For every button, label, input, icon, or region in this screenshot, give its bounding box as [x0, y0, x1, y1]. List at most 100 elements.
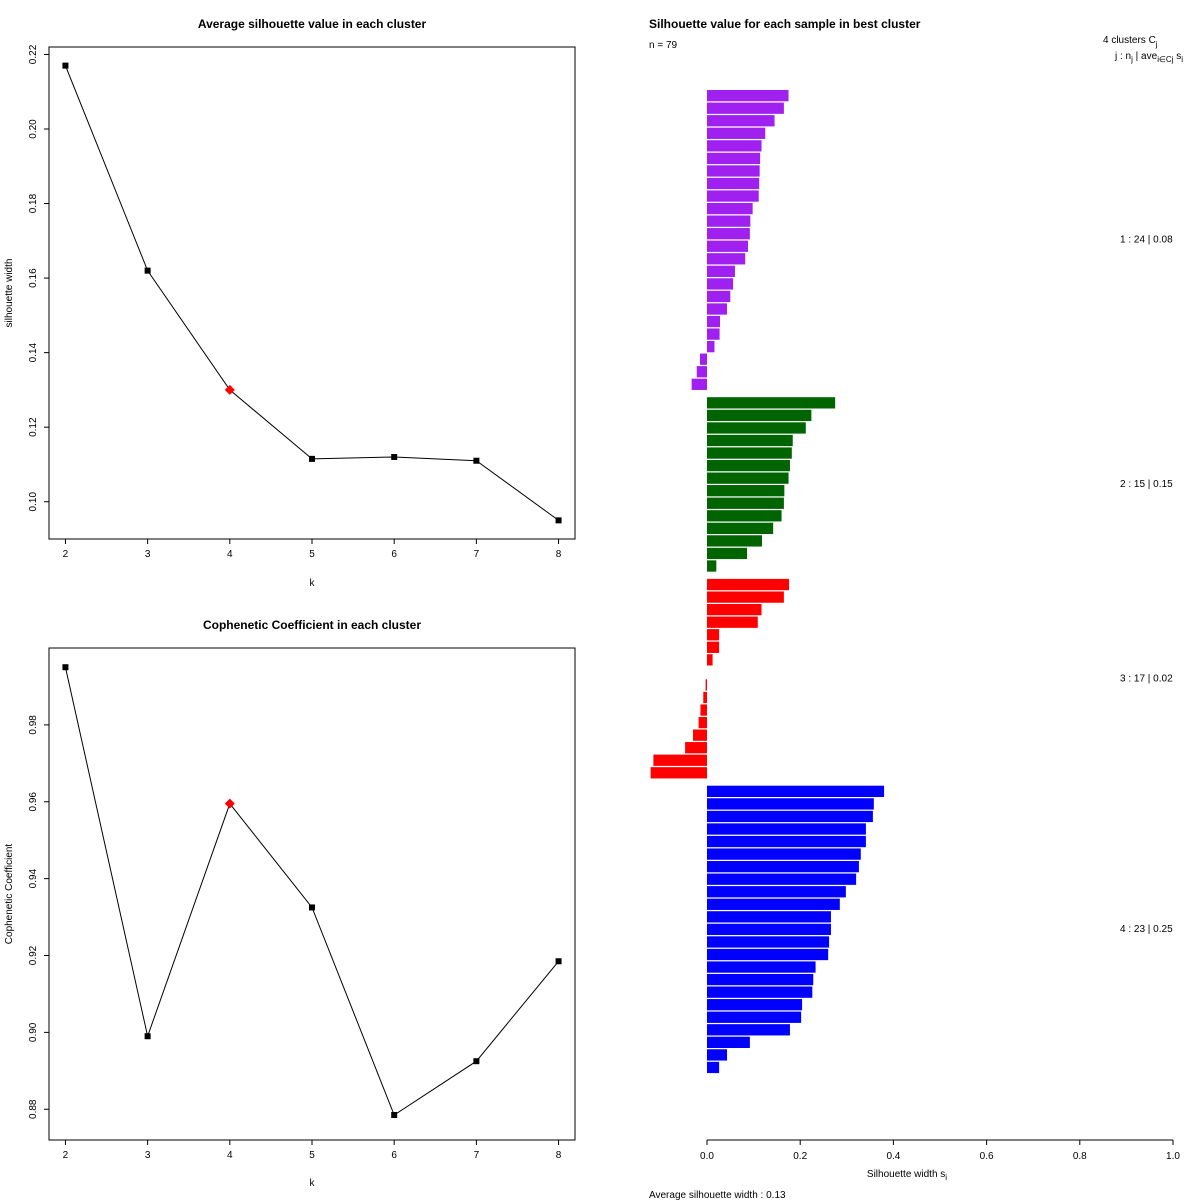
cophenetic-xtick-label: 2: [63, 1150, 69, 1161]
silhouette-bar-cluster-4: [707, 1061, 720, 1074]
silhouette-bar-cluster-2: [707, 547, 748, 560]
cophenetic-xtick-label: 3: [145, 1150, 151, 1161]
silhouette-bar-cluster-3: [703, 691, 707, 704]
silhouette-bar-cluster-4: [707, 1011, 802, 1023]
cophenetic-ytick-label: 0.98: [28, 715, 39, 735]
cophenetic-ytick-label: 0.88: [28, 1099, 39, 1119]
cluster-summary-2: 2 : 15 | 0.15: [1120, 479, 1173, 490]
silhouette-bar-cluster-4: [707, 785, 885, 797]
silhouette-bar-cluster-2: [707, 434, 793, 447]
silhouette-bar-cluster-3: [707, 654, 713, 666]
silhouette-bar-cluster-1: [707, 315, 721, 328]
silhouette-bar-cluster-2: [707, 497, 784, 509]
silhouette-bar-cluster-4: [707, 823, 866, 835]
silhouette-bar-cluster-3: [707, 629, 720, 641]
silhouette-bar-cluster-1: [707, 265, 735, 277]
cophenetic-ytick-label: 0.96: [28, 792, 39, 812]
silhouette-bar-cluster-4: [707, 911, 831, 923]
silhouette-bar-cluster-1: [707, 290, 731, 303]
silhouette-bar-cluster-4: [707, 1036, 750, 1048]
avg-silhouette-ytick-label: 0.20: [28, 119, 39, 139]
cophenetic-point: [555, 958, 562, 965]
avg-silhouette-highlight-point: [224, 384, 235, 395]
silhouette-bar-cluster-4: [707, 1024, 790, 1036]
avg-silhouette-series-line: [64, 65, 559, 521]
silhouette-bar-cluster-1: [707, 341, 715, 353]
silhouette-bar-cluster-4: [707, 973, 814, 986]
cluster-header-sub: j: [1155, 40, 1158, 49]
avg-silhouette-xtick-label: 2: [63, 549, 69, 560]
silhouette-xlabel-sub: i: [945, 1173, 947, 1182]
silhouette-bar-cluster-1: [691, 378, 707, 390]
silhouette-bar-cluster-4: [707, 948, 829, 961]
silhouette-bar-cluster-2: [707, 447, 792, 459]
cophenetic-xtick-label: 8: [556, 1150, 562, 1161]
avg-silhouette-xtick-label: 6: [391, 549, 397, 560]
cophenetic-ylabel: Cophenetic Coefficient: [4, 844, 15, 945]
cluster-header2-sub-a: j: [1130, 55, 1133, 64]
avg-silhouette-point: [473, 457, 480, 464]
silhouette-bar-cluster-3: [650, 767, 707, 779]
silhouette-xtick-label: 1.0: [1166, 1151, 1180, 1162]
avg-silhouette-point: [555, 517, 562, 524]
cophenetic-point: [391, 1112, 398, 1119]
cluster-header2-sub-c: i: [1181, 55, 1183, 64]
cophenetic-point: [309, 904, 315, 911]
silhouette-xlabel: Silhouette width si: [867, 1169, 947, 1182]
silhouette-bar-cluster-2: [707, 397, 836, 409]
silhouette-bar-cluster-2: [707, 459, 790, 472]
avg-silhouette-plot-frame: [48, 46, 576, 540]
avg-silhouette-xtick-label: 8: [556, 549, 562, 560]
cophenetic-xtick-label: 6: [391, 1150, 397, 1161]
silhouette-bar-cluster-2: [707, 485, 785, 497]
cophenetic-plot-frame: [48, 647, 576, 1141]
silhouette-bar-cluster-4: [707, 898, 840, 910]
silhouette-bar-cluster-3: [707, 604, 762, 616]
silhouette-bar-cluster-2: [707, 560, 717, 572]
silhouette-bar-cluster-1: [707, 328, 720, 340]
cophenetic-xlabel: k: [310, 1178, 316, 1189]
silhouette-bar-cluster-2: [707, 472, 789, 484]
silhouette-bar-cluster-4: [707, 861, 859, 873]
silhouette-bar-cluster-1: [707, 140, 762, 152]
cluster-header-line2: j : nj | avei∈Cj si: [1114, 51, 1183, 64]
silhouette-bar-cluster-3: [698, 716, 707, 729]
avg-silhouette-point: [309, 455, 315, 462]
silhouette-bar-cluster-2: [707, 422, 806, 434]
silhouette-bar-cluster-1: [696, 366, 707, 378]
avg-silhouette-ylabel: silhouette width: [4, 259, 15, 328]
avg-silhouette-ytick-label: 0.14: [28, 342, 39, 362]
silhouette-bar-cluster-1: [707, 240, 749, 252]
silhouette-bar-cluster-1: [707, 127, 766, 139]
cophenetic-ytick-label: 0.94: [28, 868, 39, 888]
avg-silhouette-point: [62, 62, 69, 69]
silhouette-bar-cluster-4: [707, 923, 831, 936]
silhouette-bar-cluster-4: [707, 936, 830, 948]
cophenetic-title: Cophenetic Coefficient in each cluster: [203, 618, 421, 632]
silhouette-bar-cluster-1: [707, 90, 789, 102]
silhouette-bar-cluster-2: [707, 409, 812, 422]
silhouette-bar-cluster-1: [707, 177, 760, 190]
silhouette-bar-cluster-1: [707, 253, 746, 265]
cluster-summary-4: 4 : 23 | 0.25: [1120, 924, 1173, 935]
silhouette-bar-cluster-4: [707, 986, 813, 998]
silhouette-xlabel-text: Silhouette width s: [867, 1169, 945, 1180]
cluster-header2-c: s: [1174, 51, 1182, 62]
silhouette-bar-cluster-1: [707, 202, 753, 215]
cluster-header2-a: j : n: [1114, 51, 1131, 62]
silhouette-bar-cluster-2: [707, 510, 782, 522]
silhouette-bar-cluster-1: [707, 190, 759, 202]
silhouette-bar-cluster-2: [707, 522, 774, 534]
cophenetic-xtick-label: 5: [309, 1150, 315, 1161]
silhouette-xtick-label: 0.4: [886, 1151, 900, 1162]
avg-silhouette-ytick-label: 0.16: [28, 268, 39, 288]
cophenetic-point: [144, 1033, 151, 1040]
avg-silhouette-panel: Average silhouette value in each cluster…: [4, 17, 576, 589]
silhouette-bar-cluster-4: [707, 835, 866, 848]
silhouette-bar-cluster-3: [707, 591, 784, 603]
silhouette-bar-cluster-3: [700, 704, 707, 716]
cluster-header-text: 4 clusters C: [1103, 35, 1156, 46]
silhouette-bar-cluster-3: [705, 679, 707, 691]
silhouette-bar-cluster-1: [707, 228, 750, 240]
